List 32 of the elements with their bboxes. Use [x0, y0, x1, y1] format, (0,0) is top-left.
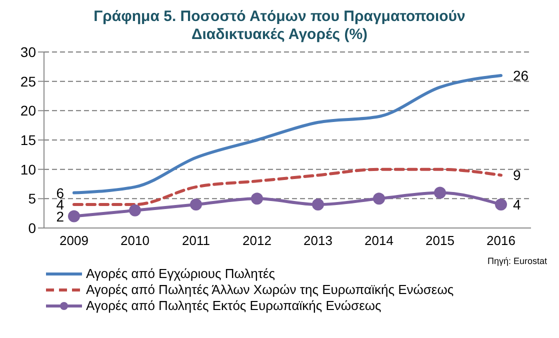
- y-tick-label: 25: [20, 73, 36, 90]
- data-label: 26: [513, 67, 529, 84]
- x-tick-label: 2012: [242, 233, 272, 248]
- x-tick-label: 2015: [426, 233, 454, 248]
- point: [251, 192, 263, 205]
- y-tick-label: 0: [28, 220, 36, 236]
- legend-label: Αγορές από Πωλητές Άλλων Χωρών της Ευρωπαϊκής Ενώσεως: [86, 282, 454, 298]
- line-series: [72, 74, 502, 194]
- point: [129, 204, 141, 216]
- y-tick-label: 15: [20, 132, 36, 148]
- x-tick-label: 2010: [120, 233, 150, 248]
- x-tick-label: 2013: [304, 233, 332, 248]
- y-tick-label: 10: [20, 161, 36, 178]
- point: [373, 192, 385, 205]
- x-tick-label: 2014: [364, 233, 394, 248]
- point: [312, 198, 324, 211]
- x-tick-label: 2009: [60, 233, 88, 248]
- data-label: 4: [513, 196, 521, 213]
- y-tick-label: 30: [20, 44, 36, 60]
- point: [68, 210, 80, 222]
- legend-label: Αγορές από Πωλητές Εκτός Ευρωπαϊκής Ενώσεως: [86, 298, 382, 314]
- y-tick-label: 20: [20, 102, 36, 119]
- point: [434, 186, 446, 199]
- chart-title: Γράφημα 5. Ποσοστό Ατόμων που Πραγματοποιούν Διαδικτυακές Αγορές (%): [92, 8, 466, 44]
- text: Πηγή: Eurostat: [487, 256, 547, 266]
- x-tick-label: 2011: [182, 233, 210, 248]
- point: [495, 198, 507, 211]
- x-tick-label: 2016: [486, 233, 516, 248]
- point: [190, 198, 202, 211]
- y-tick-label: 5: [28, 190, 36, 207]
- data-label: 9: [513, 167, 521, 184]
- legend-label: Αγορές από Εγχώριους Πωλητές: [86, 266, 276, 282]
